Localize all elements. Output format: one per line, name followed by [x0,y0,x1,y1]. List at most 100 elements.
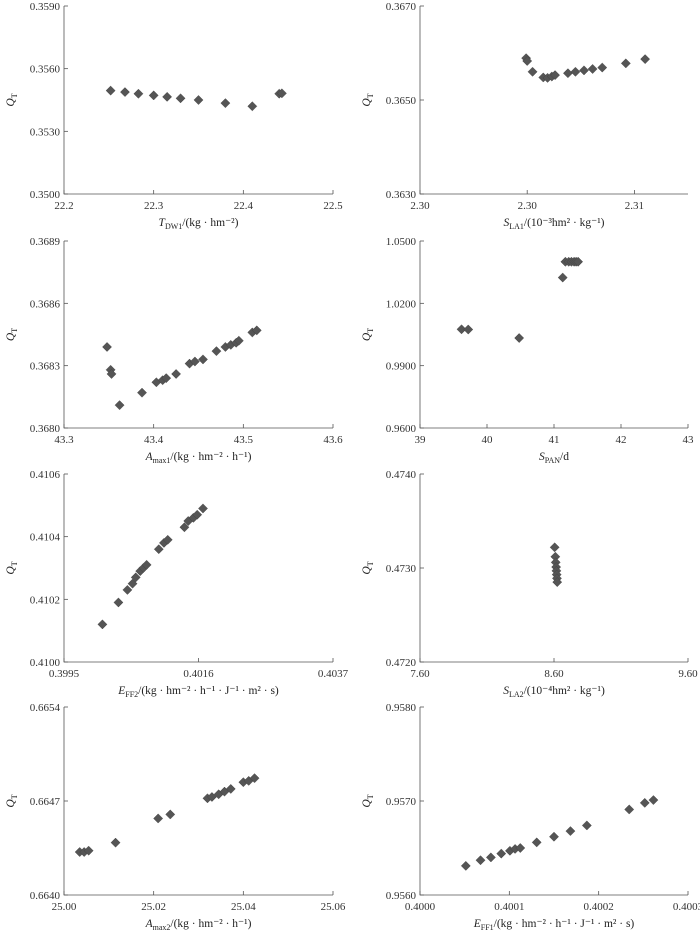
data-point [563,68,573,79]
data-point [162,534,173,545]
data-point [110,837,121,848]
data-point [162,91,172,102]
y-tick-label: 0.9580 [386,702,417,714]
data-point [233,335,244,346]
data-point [83,845,94,856]
x-tick-label: 42 [616,434,627,446]
data-point [463,324,474,335]
data-point [130,572,141,583]
x-tick-label: 8.60 [544,668,564,680]
scatter-panel-7: 0.6640 0.6647 0.6654 25.00 25.02 25.04 25.06 Am… [5,702,346,932]
data-point [557,272,568,283]
y-tick-label: 0.4104 [30,532,61,544]
y-tick-label: 0.4106 [30,469,61,481]
data-point [522,56,533,66]
x-tick-label: 25.06 [321,901,346,913]
y-tick-label: 0.3689 [30,236,61,248]
x-tick-label: 43.4 [144,434,164,446]
y-tick-label: 0.3560 [30,64,61,76]
data-point [113,597,124,608]
data-point [456,324,467,335]
y-axis-label: QT [361,561,375,574]
y-tick-label: 0.3590 [30,1,61,13]
scatter-panel-1: 0.3500 0.3530 0.3560 0.3590 22.2 22.3 22.4 22.5… [5,1,343,231]
x-tick-label: 0.4016 [183,668,214,680]
scatter-panel-6: 0.4720 0.4730 0.4740 7.60 8.60 9.60 SLA2/(10⁻⁴… [361,469,698,699]
data-point [624,804,635,815]
y-tick-label: 0.6640 [30,890,61,902]
x-tick-label: 22.5 [323,200,343,212]
y-tick-label: 0.9560 [386,890,417,902]
x-axis-label: Amax2/(kg · hm⁻² · h⁻¹) [145,918,252,932]
y-tick-label: 0.4730 [386,563,417,575]
y-tick-label: 0.3650 [386,95,417,107]
y-tick-label: 1.0500 [386,236,417,248]
data-point [161,373,172,384]
x-tick-label: 22.4 [234,200,254,212]
data-point [579,65,589,76]
scatter-panel-2: 0.3630 0.3650 0.3670 2.30 2.30 2.31 SLA1/(10⁻³… [361,1,688,231]
x-tick-label: 2.30 [518,200,538,212]
x-tick-label: 41 [549,434,560,446]
y-tick-label: 0.3680 [30,423,61,435]
x-axis-label: EFF2/(kg · hm⁻² · h⁻¹ · J⁻¹ · m² · s) [117,685,279,699]
data-point [515,843,526,853]
y-axis-label: QT [361,93,375,106]
axes [63,474,333,663]
data-point [97,619,108,630]
data-point [247,101,258,112]
data-point [549,831,559,842]
x-tick-label: 22.3 [144,200,164,212]
data-point [552,577,563,587]
x-tick-label: 40 [482,434,494,446]
data-point [531,837,542,848]
y-tick-label: 0.9600 [386,423,417,435]
data-point [225,784,236,794]
data-point [114,400,125,411]
data-point [120,87,130,97]
data-point [192,509,203,520]
data-point [102,342,112,352]
data-point [153,544,164,555]
scatter-panel-3: 0.3680 0.3683 0.3686 0.3689 43.3 43.4 43.5 43.6… [5,236,343,465]
y-tick-label: 0.4740 [386,469,417,481]
data-point [648,795,659,805]
x-tick-label: 39 [415,434,427,446]
data-point [475,855,486,866]
y-tick-label: 0.3500 [30,189,61,201]
x-tick-label: 0.4000 [405,901,436,913]
x-axis-label: TDW1/(kg · hm⁻²) [159,217,239,231]
data-point [620,58,631,69]
x-axis-label: Amax1/(kg · hm⁻² · h⁻¹) [145,451,252,465]
y-tick-label: 0.3686 [30,298,61,310]
data-point [198,354,208,365]
scatter-panel-5: 0.4100 0.4102 0.4104 0.4106 0.3995 0.4016 0.40… [5,469,349,699]
data-point [549,542,560,553]
x-tick-label: 9.60 [678,668,698,680]
data-point [251,325,262,336]
x-tick-label: 2.31 [625,200,644,212]
data-point [105,85,116,96]
y-tick-label: 1.0200 [386,298,417,310]
data-point [137,387,147,398]
x-axis-label: SLA1/(10⁻³hm² · kg⁻¹) [503,217,604,231]
data-point [514,333,525,343]
data-point [153,813,164,824]
data-point [550,70,560,80]
x-tick-label: 0.4001 [494,901,524,913]
data-point [486,852,496,863]
scatter-panel-8: 0.9560 0.9570 0.9580 0.4000 0.4001 0.4002 0.40… [361,702,700,932]
x-tick-label: 0.4003 [673,901,700,913]
y-axis-label: QT [5,328,19,341]
y-axis-label: QT [5,93,19,106]
data-point [171,369,181,379]
x-axis-label: SPAN/d [539,451,569,465]
data-point [581,820,592,831]
y-axis-label: QT [361,328,375,341]
y-tick-label: 0.3683 [30,361,61,373]
y-tick-label: 0.6654 [30,702,61,714]
data-point [277,88,287,99]
x-tick-label: 0.4002 [584,901,614,913]
data-point [460,860,471,871]
